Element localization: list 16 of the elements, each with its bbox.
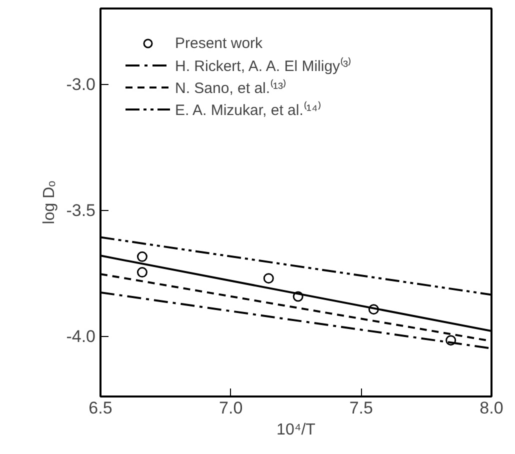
point bbox=[136, 251, 148, 262]
y-tick-label: -3.0 bbox=[66, 75, 96, 94]
x-tick-label: 7.5 bbox=[349, 398, 373, 418]
y-tick-label: -3.5 bbox=[66, 201, 96, 220]
x-axis-title: 10⁴/T bbox=[276, 422, 316, 438]
legend-label: E. A. Mizukar, et al.⁽¹⁴⁾ bbox=[175, 100, 321, 119]
point bbox=[263, 273, 274, 284]
legend-label: H. Rickert, A. A. El Miligy⁽³⁾ bbox=[175, 56, 352, 75]
x-tick-label: 6.5 bbox=[88, 398, 112, 418]
y-tick-label: -4.0 bbox=[66, 327, 96, 346]
x-tick-label: 8.0 bbox=[480, 398, 504, 418]
x-tick-label: 7.0 bbox=[219, 398, 243, 418]
y-axis-title: log Dₒ bbox=[41, 180, 58, 224]
legend-label: Present work bbox=[175, 34, 263, 52]
point bbox=[136, 267, 148, 278]
legend-label: N. Sano, et al.⁽¹³⁾ bbox=[175, 78, 286, 97]
